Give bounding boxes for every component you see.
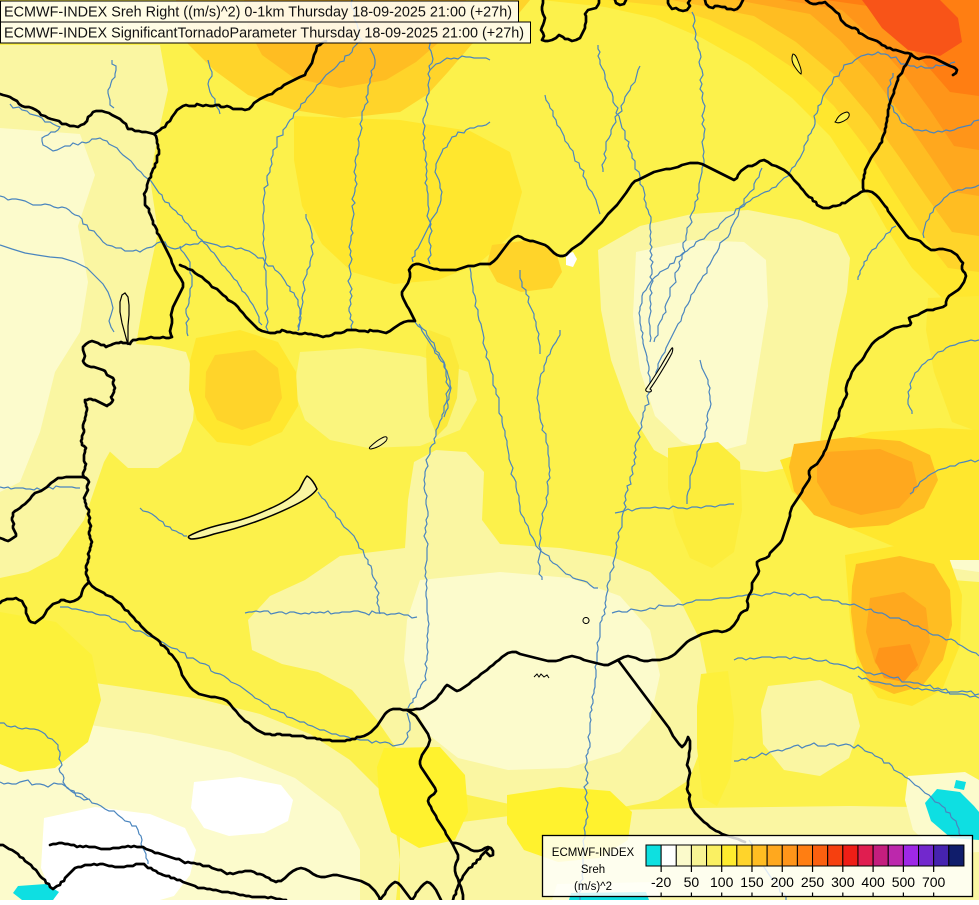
svg-text:ECMWF-INDEX Sreh Right ((m/s)^: ECMWF-INDEX Sreh Right ((m/s)^2) 0-1km T… bbox=[4, 4, 512, 21]
svg-text:Sreh: Sreh bbox=[581, 864, 605, 876]
svg-text:500: 500 bbox=[892, 874, 916, 890]
svg-text:ECMWF-INDEX: ECMWF-INDEX bbox=[552, 847, 635, 859]
svg-text:50: 50 bbox=[684, 874, 700, 890]
svg-text:ECMWF-INDEX SignificantTornado: ECMWF-INDEX SignificantTornadoParameter … bbox=[4, 25, 524, 42]
svg-text:150: 150 bbox=[740, 874, 764, 890]
svg-text:200: 200 bbox=[771, 874, 795, 890]
svg-text:100: 100 bbox=[710, 874, 734, 890]
svg-text:(m/s)^2: (m/s)^2 bbox=[574, 881, 612, 893]
svg-text:700: 700 bbox=[922, 874, 946, 890]
svg-text:300: 300 bbox=[831, 874, 855, 890]
svg-text:250: 250 bbox=[801, 874, 825, 890]
svg-text:-20: -20 bbox=[651, 874, 671, 890]
svg-text:400: 400 bbox=[861, 874, 885, 890]
